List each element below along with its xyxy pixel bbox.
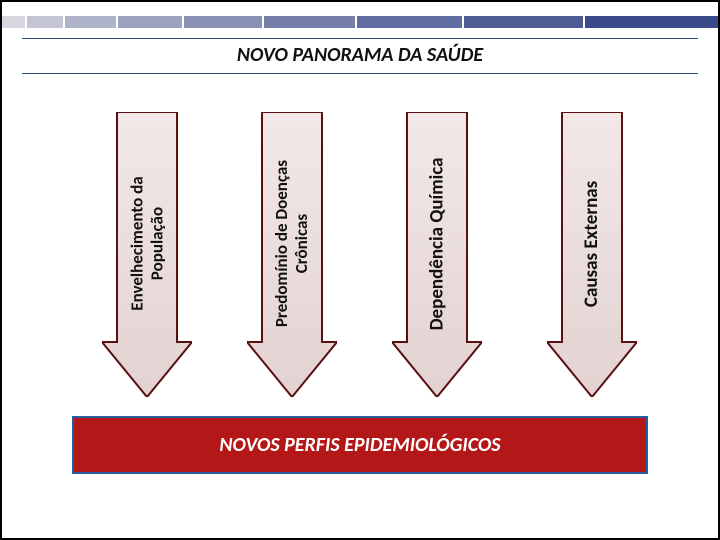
- top-gradient-segment: [2, 16, 25, 28]
- bottom-result-label: NOVOS PERFIS EPIDEMIOLÓGICOS: [219, 433, 500, 457]
- top-gradient-segment: [118, 16, 182, 28]
- top-gradient-segment: [264, 16, 356, 28]
- factor-arrow: Predomínio de Doenças Crônicas: [247, 112, 337, 402]
- page-title: NOVO PANORAMA DA SAÚDE: [22, 38, 698, 74]
- factor-arrow: Dependência Química: [392, 112, 482, 402]
- factor-arrow: Causas Externas: [547, 112, 637, 402]
- arrows-region: Envelhecimento da População Predomínio d…: [2, 92, 718, 408]
- top-gradient-bar: [2, 16, 718, 28]
- factor-label: Dependência Química: [392, 146, 482, 342]
- factor-arrow: Envelhecimento da População: [102, 112, 192, 402]
- bottom-result-box: NOVOS PERFIS EPIDEMIOLÓGICOS: [72, 416, 648, 474]
- factor-label: Causas Externas: [547, 146, 637, 342]
- top-gradient-segment: [184, 16, 262, 28]
- factor-label: Predomínio de Doenças Crônicas: [247, 146, 337, 342]
- top-gradient-segment: [357, 16, 462, 28]
- factor-label: Envelhecimento da População: [102, 146, 192, 342]
- slide: NOVO PANORAMA DA SAÚDE Envelhecimento da…: [0, 0, 720, 540]
- top-gradient-segment: [65, 16, 115, 28]
- top-gradient-segment: [27, 16, 64, 28]
- top-gradient-segment: [585, 16, 718, 28]
- top-gradient-segment: [464, 16, 583, 28]
